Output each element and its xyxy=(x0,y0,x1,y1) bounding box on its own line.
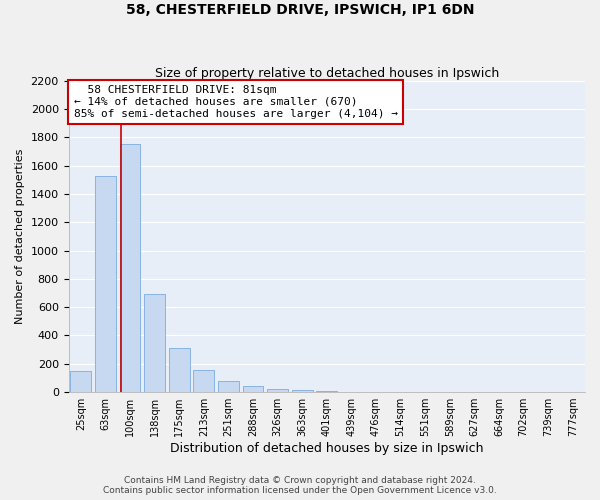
Bar xyxy=(119,144,140,392)
Y-axis label: Number of detached properties: Number of detached properties xyxy=(15,148,25,324)
Text: Contains HM Land Registry data © Crown copyright and database right 2024.
Contai: Contains HM Land Registry data © Crown c… xyxy=(103,476,497,495)
Bar xyxy=(169,348,190,392)
Bar xyxy=(242,386,263,392)
Bar xyxy=(193,370,214,392)
Bar xyxy=(218,381,239,392)
Title: Size of property relative to detached houses in Ipswich: Size of property relative to detached ho… xyxy=(155,66,499,80)
Text: 58 CHESTERFIELD DRIVE: 81sqm
← 14% of detached houses are smaller (670)
85% of s: 58 CHESTERFIELD DRIVE: 81sqm ← 14% of de… xyxy=(74,86,398,118)
Bar xyxy=(292,390,313,392)
Bar xyxy=(70,371,91,392)
Bar xyxy=(144,294,165,392)
Bar xyxy=(316,391,337,392)
Bar xyxy=(95,176,116,392)
X-axis label: Distribution of detached houses by size in Ipswich: Distribution of detached houses by size … xyxy=(170,442,484,455)
Text: 58, CHESTERFIELD DRIVE, IPSWICH, IP1 6DN: 58, CHESTERFIELD DRIVE, IPSWICH, IP1 6DN xyxy=(126,2,474,16)
Bar xyxy=(267,388,288,392)
